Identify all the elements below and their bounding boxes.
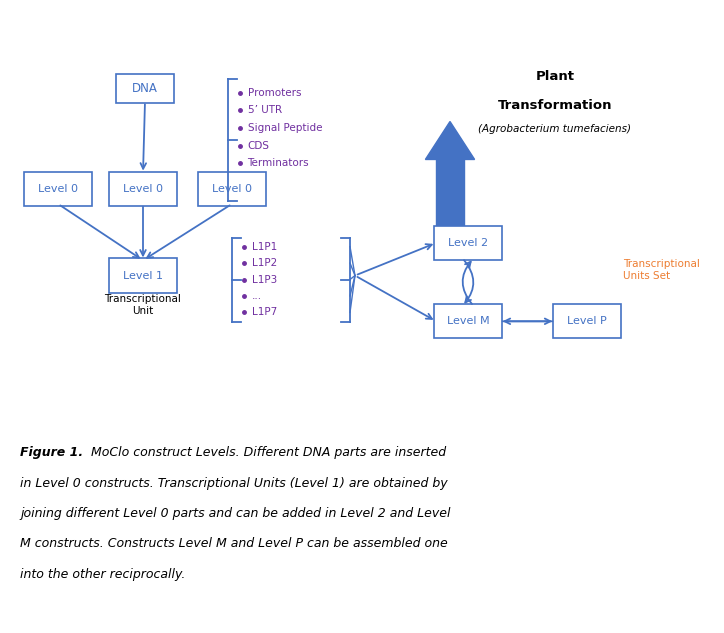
Text: Level 2: Level 2	[448, 238, 488, 248]
Text: Promoters: Promoters	[248, 87, 301, 97]
Text: L1P1: L1P1	[251, 242, 277, 251]
Text: Level 1: Level 1	[123, 270, 163, 280]
FancyBboxPatch shape	[24, 172, 92, 206]
Text: Level M: Level M	[447, 316, 489, 326]
Text: Level 0: Level 0	[38, 184, 78, 194]
Text: into the other reciprocally.: into the other reciprocally.	[20, 568, 185, 581]
Text: Level 0: Level 0	[123, 184, 163, 194]
Text: Transformation: Transformation	[498, 99, 613, 111]
Text: CDS: CDS	[248, 141, 269, 151]
Text: Transcriptional
Unit: Transcriptional Unit	[104, 294, 182, 315]
Text: joining different Level 0 parts and can be added in Level 2 and Level: joining different Level 0 parts and can …	[20, 507, 451, 520]
FancyBboxPatch shape	[109, 258, 177, 292]
Text: Level 0: Level 0	[212, 184, 252, 194]
Text: Plant: Plant	[536, 70, 575, 83]
Polygon shape	[437, 160, 464, 229]
Text: MoClo construct Levels. Different DNA parts are inserted: MoClo construct Levels. Different DNA pa…	[87, 446, 446, 460]
Polygon shape	[426, 122, 475, 160]
Text: Level P: Level P	[567, 316, 607, 326]
Text: in Level 0 constructs. Transcriptional Units (Level 1) are obtained by: in Level 0 constructs. Transcriptional U…	[20, 477, 448, 490]
Text: 5’ UTR: 5’ UTR	[248, 105, 282, 115]
Text: ...: ...	[251, 291, 261, 301]
Text: Transcriptional
Units Set: Transcriptional Units Set	[623, 259, 700, 281]
Text: M constructs. Constructs Level M and Level P can be assembled one: M constructs. Constructs Level M and Lev…	[20, 537, 448, 551]
FancyBboxPatch shape	[434, 304, 502, 339]
FancyBboxPatch shape	[109, 172, 177, 206]
Text: L1P2: L1P2	[251, 258, 277, 268]
Text: Signal Peptide: Signal Peptide	[248, 123, 322, 133]
Text: L1P7: L1P7	[251, 308, 277, 317]
Text: Terminators: Terminators	[248, 158, 309, 168]
Text: L1P3: L1P3	[251, 275, 277, 284]
FancyBboxPatch shape	[116, 74, 174, 103]
Text: DNA: DNA	[132, 82, 158, 96]
Text: Figure 1.: Figure 1.	[20, 446, 83, 460]
Text: (Agrobacterium tumefaciens): (Agrobacterium tumefaciens)	[479, 124, 631, 134]
FancyBboxPatch shape	[434, 226, 502, 260]
FancyBboxPatch shape	[553, 304, 621, 339]
FancyBboxPatch shape	[198, 172, 266, 206]
